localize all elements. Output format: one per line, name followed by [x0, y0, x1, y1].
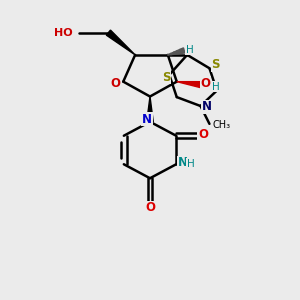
- Polygon shape: [147, 97, 153, 122]
- Text: O: O: [110, 76, 120, 90]
- Text: O: O: [145, 202, 155, 214]
- Text: N: N: [178, 156, 188, 169]
- Polygon shape: [106, 30, 135, 55]
- Polygon shape: [168, 53, 171, 55]
- Text: HO: HO: [54, 28, 73, 38]
- Polygon shape: [180, 48, 185, 53]
- Polygon shape: [177, 49, 182, 54]
- Text: CH₃: CH₃: [212, 120, 230, 130]
- Text: H: H: [212, 82, 220, 92]
- Text: N: N: [202, 100, 212, 113]
- Text: H: H: [187, 159, 194, 169]
- Text: S: S: [211, 58, 220, 71]
- Polygon shape: [177, 82, 201, 88]
- Text: S: S: [162, 71, 171, 84]
- Text: N: N: [142, 113, 152, 126]
- Text: O: O: [198, 128, 208, 141]
- Polygon shape: [174, 51, 178, 54]
- Text: H: H: [186, 44, 194, 55]
- Polygon shape: [171, 52, 175, 55]
- Text: O: O: [201, 76, 211, 90]
